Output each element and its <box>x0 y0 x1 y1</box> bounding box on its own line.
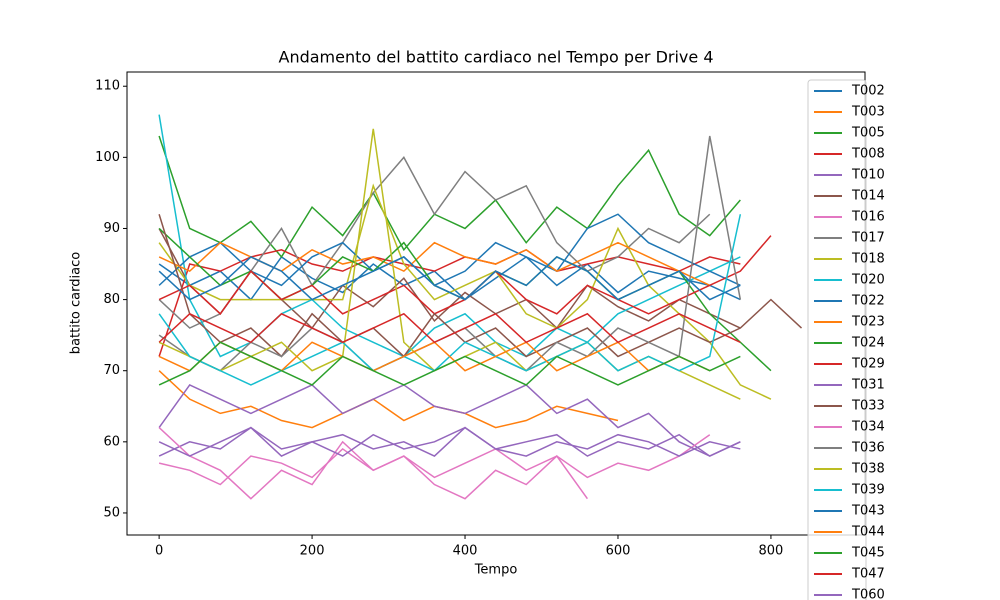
series-line <box>158 248 741 357</box>
legend-label: T003 <box>851 105 885 120</box>
legend-label: T002 <box>851 84 885 99</box>
series-line <box>158 214 803 358</box>
legend-label: T036 <box>851 441 885 456</box>
series-line <box>158 370 619 429</box>
chart-title: Andamento del battito cardiaco nel Tempo… <box>279 48 714 67</box>
series-line <box>158 256 741 301</box>
series-line <box>158 312 741 344</box>
legend-label: T017 <box>851 231 885 246</box>
legend-label: T023 <box>851 315 885 330</box>
legend-label: T024 <box>851 336 885 351</box>
legend-label: T043 <box>851 504 885 519</box>
legend-label: T029 <box>851 357 885 372</box>
x-tick-label: 0 <box>155 544 163 559</box>
series-line <box>158 114 741 358</box>
x-tick-label: 600 <box>606 544 631 559</box>
series-line <box>158 341 741 386</box>
legend-label: T060 <box>851 588 885 600</box>
series-line <box>158 426 741 457</box>
series-line <box>158 235 772 315</box>
series-line <box>158 213 741 287</box>
legend-label: T033 <box>851 399 885 414</box>
legend-label: T014 <box>851 189 885 204</box>
legend-label: T038 <box>851 462 885 477</box>
legend-label: T034 <box>851 420 885 435</box>
y-tick-label: 50 <box>103 505 120 520</box>
legend-label: T008 <box>851 147 885 162</box>
legend-label: T044 <box>851 525 885 540</box>
lines <box>158 114 803 500</box>
y-axis-label: battito cardiaco <box>69 252 84 354</box>
series-line <box>158 135 741 259</box>
x-tick-label: 400 <box>453 544 478 559</box>
y-tick-label: 90 <box>103 221 120 236</box>
legend-label: T031 <box>851 378 885 393</box>
legend-label: T018 <box>851 252 885 267</box>
legend-label: T010 <box>851 168 885 183</box>
legend-label: T020 <box>851 273 885 288</box>
legend-label: T022 <box>851 294 885 309</box>
series-line <box>158 383 741 457</box>
y-tick-label: 60 <box>103 434 120 449</box>
x-tick-label: 800 <box>759 544 784 559</box>
legend-label: T047 <box>851 567 885 582</box>
legend-box <box>807 79 867 600</box>
y-tick-label: 80 <box>103 292 120 307</box>
series-line <box>158 434 711 486</box>
y-tick-label: 110 <box>95 79 120 94</box>
plot-frame <box>126 71 866 536</box>
series-line <box>158 427 588 500</box>
series-line <box>158 426 741 457</box>
legend-label: T045 <box>851 546 885 561</box>
y-tick-label: 100 <box>95 150 120 165</box>
x-axis-label: Tempo <box>474 563 518 578</box>
legend-label: T016 <box>851 210 885 225</box>
y-tick-label: 70 <box>103 363 120 378</box>
x-tick-label: 200 <box>300 544 325 559</box>
legend-label: T039 <box>851 483 885 498</box>
legend-label: T005 <box>851 126 885 141</box>
